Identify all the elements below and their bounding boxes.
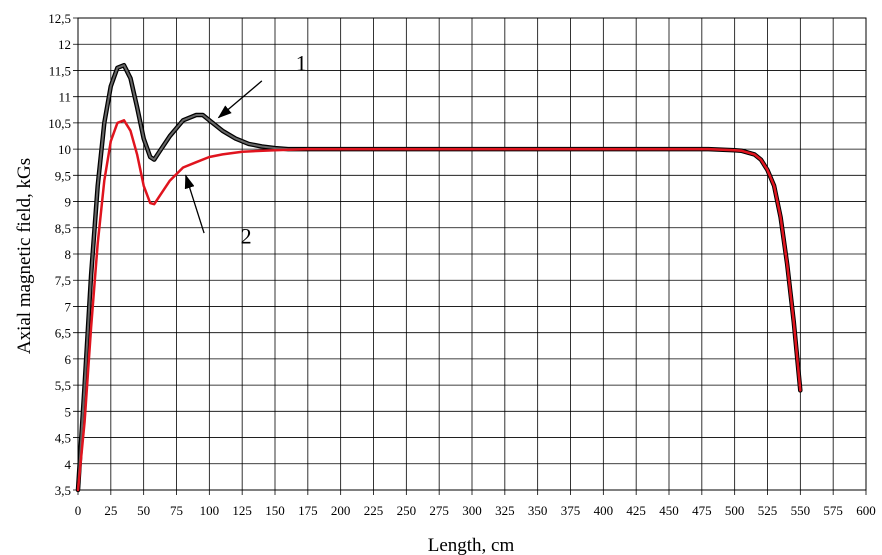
y-tick-label: 8 bbox=[65, 247, 72, 262]
annotation-arrow-1 bbox=[217, 80, 263, 119]
x-tick-label: 75 bbox=[170, 503, 183, 518]
x-tick-label: 325 bbox=[495, 503, 515, 518]
x-tick-label: 25 bbox=[104, 503, 117, 518]
annotations: 12 bbox=[184, 50, 307, 249]
x-tick-label: 525 bbox=[758, 503, 778, 518]
x-axis-ticks: 0 25 50 75 100 125 150 175 200 225 250 275 300 325 350… bbox=[75, 503, 876, 518]
y-axis-title: Axial magnetic field, kGs bbox=[14, 158, 35, 354]
x-tick-label: 550 bbox=[791, 503, 811, 518]
x-tick-label: 600 bbox=[856, 503, 876, 518]
x-tick-label: 225 bbox=[364, 503, 384, 518]
x-tick-label: 250 bbox=[397, 503, 417, 518]
y-tick-label: 8,5 bbox=[55, 221, 71, 236]
x-tick-label: 275 bbox=[429, 503, 449, 518]
y-tick-label: 7 bbox=[65, 299, 72, 314]
x-tick-label: 0 bbox=[75, 503, 82, 518]
y-tick-label: 11 bbox=[58, 90, 71, 105]
x-tick-label: 500 bbox=[725, 503, 745, 518]
y-tick-label: 3,5 bbox=[55, 483, 71, 498]
x-tick-label: 450 bbox=[659, 503, 679, 518]
y-tick-label: 4 bbox=[65, 457, 72, 472]
series-2-line bbox=[76, 119, 802, 492]
y-tick-label: 10,5 bbox=[48, 116, 71, 131]
y-tick-label: 5 bbox=[65, 404, 72, 419]
y-axis-ticks: 3,5 4 4,5 5 5,5 6 6,5 7 7,5 8 8,5 9 9,5 10 10,5 11 11,5 1… bbox=[48, 11, 71, 498]
x-tick-label: 200 bbox=[331, 503, 351, 518]
annotation-label-2: 2 bbox=[241, 224, 252, 249]
y-tick-label: 5,5 bbox=[55, 378, 71, 393]
grid bbox=[73, 17, 867, 495]
y-tick-label: 9,5 bbox=[55, 168, 71, 183]
annotation-label-1: 1 bbox=[296, 50, 307, 75]
y-tick-label: 12 bbox=[58, 37, 71, 52]
x-tick-label: 300 bbox=[462, 503, 482, 518]
x-axis-title: Length, cm bbox=[428, 535, 515, 555]
x-tick-label: 150 bbox=[265, 503, 285, 518]
y-tick-label: 6 bbox=[65, 352, 72, 367]
x-tick-label: 100 bbox=[200, 503, 220, 518]
x-tick-label: 400 bbox=[594, 503, 614, 518]
x-tick-label: 350 bbox=[528, 503, 548, 518]
y-tick-label: 7,5 bbox=[55, 273, 71, 288]
y-tick-label: 10 bbox=[58, 142, 71, 157]
x-tick-label: 375 bbox=[561, 503, 581, 518]
y-tick-label: 4,5 bbox=[55, 431, 71, 446]
x-tick-label: 425 bbox=[626, 503, 646, 518]
y-tick-label: 6,5 bbox=[55, 326, 71, 341]
y-tick-label: 12,5 bbox=[48, 11, 71, 26]
annotation-arrow-2 bbox=[184, 174, 205, 234]
x-tick-label: 575 bbox=[823, 503, 843, 518]
plot-frame bbox=[77, 17, 867, 491]
x-tick-label: 475 bbox=[692, 503, 712, 518]
x-tick-label: 175 bbox=[298, 503, 318, 518]
y-tick-label: 9 bbox=[65, 195, 72, 210]
x-tick-label: 50 bbox=[137, 503, 150, 518]
y-tick-label: 11,5 bbox=[49, 63, 71, 78]
plot-series bbox=[75, 62, 803, 493]
x-tick-label: 125 bbox=[232, 503, 252, 518]
